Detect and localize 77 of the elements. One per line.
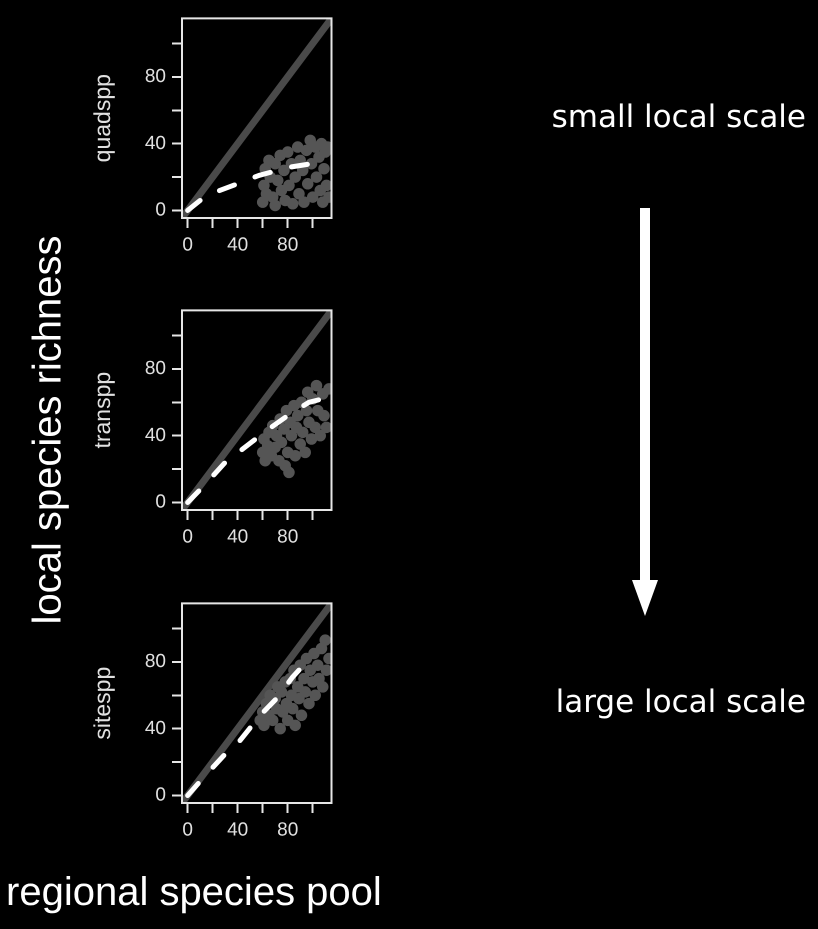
- point: [302, 178, 314, 190]
- point: [319, 634, 331, 646]
- x-tick-label: 40: [227, 820, 248, 841]
- point: [293, 692, 305, 704]
- point: [294, 438, 306, 450]
- point: [298, 196, 310, 208]
- point: [310, 380, 322, 392]
- point: [310, 171, 322, 183]
- point: [283, 180, 295, 192]
- point: [296, 710, 308, 722]
- y-tick-label: 0: [155, 492, 166, 513]
- y-axis-title: quadspp: [89, 74, 116, 162]
- y-tick-label: 40: [144, 132, 166, 154]
- point: [306, 191, 318, 203]
- y-tick-label: 80: [144, 651, 166, 672]
- y-tick-label: 0: [155, 200, 166, 221]
- point: [292, 141, 304, 153]
- point: [303, 698, 315, 710]
- point: [286, 702, 298, 714]
- point: [292, 410, 304, 422]
- point: [299, 446, 311, 458]
- point: [274, 722, 286, 734]
- point: [272, 174, 284, 186]
- point: [283, 466, 295, 478]
- y-tick-label: 80: [144, 358, 166, 380]
- point: [286, 430, 298, 442]
- point: [309, 422, 321, 434]
- point: [316, 681, 328, 693]
- point: [276, 436, 288, 448]
- point: [269, 200, 281, 212]
- text: small local scale: [552, 99, 806, 135]
- point: [320, 664, 332, 676]
- point: [309, 690, 321, 702]
- x-tick-label: 0: [182, 234, 193, 256]
- point: [286, 198, 298, 210]
- x-tick-label: 80: [277, 820, 298, 841]
- y-tick-label: 80: [144, 66, 166, 88]
- point: [289, 171, 301, 183]
- x-axis-title: regional species pool: [6, 870, 382, 915]
- point: [296, 426, 308, 438]
- x-tick-label: 80: [277, 234, 298, 256]
- point: [299, 686, 311, 698]
- y-tick-label: 0: [155, 784, 166, 806]
- point: [316, 642, 328, 654]
- text: large local scale: [556, 684, 806, 720]
- x-tick-label: 0: [182, 526, 193, 548]
- y-axis-title: transpp: [89, 372, 116, 449]
- point: [313, 672, 325, 684]
- point: [300, 652, 312, 664]
- point: [312, 659, 324, 671]
- point: [318, 410, 330, 422]
- y-tick-label: 40: [144, 424, 166, 446]
- point: [320, 422, 332, 434]
- point: [293, 188, 305, 200]
- point: [278, 164, 290, 176]
- point: [282, 146, 294, 158]
- x-tick-label: 80: [277, 526, 298, 548]
- point: [276, 686, 288, 698]
- point: [266, 714, 278, 726]
- point: [304, 664, 316, 676]
- point: [320, 180, 332, 192]
- x-tick-label: 0: [182, 820, 193, 841]
- point: [289, 450, 301, 462]
- x-tick-label: 40: [227, 526, 248, 548]
- point: [269, 158, 281, 170]
- y-tick-label: 40: [144, 718, 166, 739]
- point: [318, 162, 330, 174]
- text: local species richness: [26, 235, 70, 625]
- point: [282, 714, 294, 726]
- point: [306, 433, 318, 445]
- y-axis-title: sitespp: [89, 666, 116, 740]
- point: [289, 720, 301, 732]
- point: [258, 720, 270, 732]
- point: [300, 144, 312, 156]
- x-tick-label: 40: [227, 234, 248, 256]
- point: [314, 430, 326, 442]
- point: [256, 196, 268, 208]
